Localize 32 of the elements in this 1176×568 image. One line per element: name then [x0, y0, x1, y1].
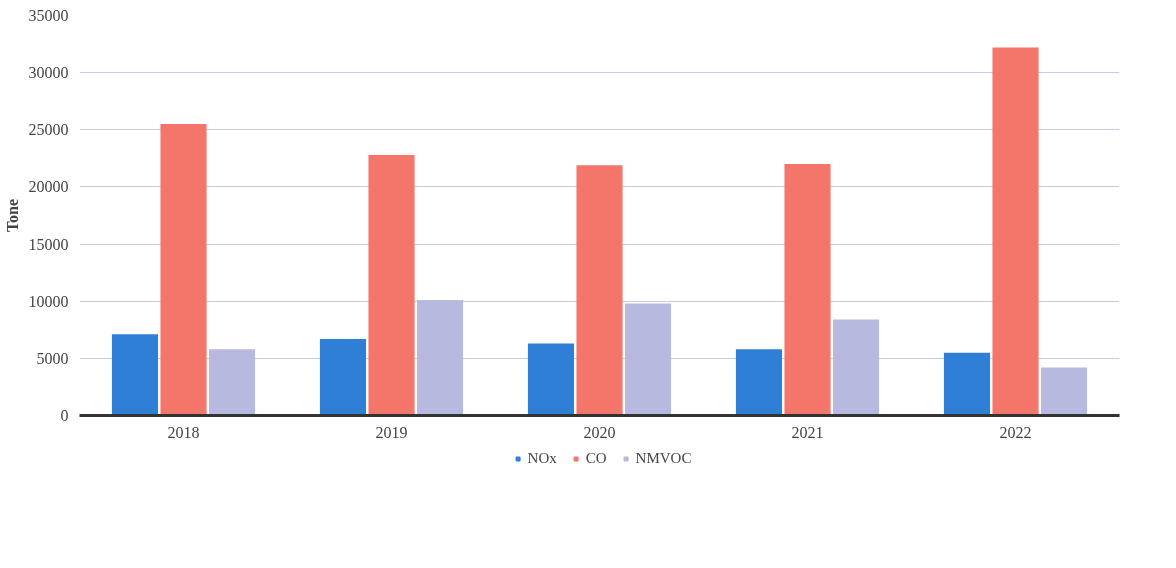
x-tick-label: 2019: [375, 423, 408, 441]
bar: [160, 124, 207, 416]
bar: [784, 164, 831, 416]
y-axis-title: Tone: [3, 198, 21, 233]
bar: [735, 349, 783, 416]
y-tick-label: 25000: [28, 121, 69, 139]
legend-label: NMVOC: [635, 449, 692, 467]
bar: [527, 343, 575, 416]
x-tick-label: 2021: [791, 423, 824, 441]
bar: [943, 352, 991, 416]
y-tick-label: 10000: [28, 292, 69, 310]
x-tick-label: 2022: [999, 423, 1032, 441]
bar: [832, 319, 880, 416]
bar: [576, 165, 623, 416]
bar: [208, 349, 256, 416]
y-tick-label: 20000: [28, 178, 69, 196]
y-tick-label: 5000: [36, 349, 69, 367]
y-tick-label: 15000: [28, 235, 69, 253]
bar: [368, 154, 415, 416]
y-tick-label: 30000: [28, 64, 69, 82]
y-tick-label: 0: [60, 407, 69, 424]
legend-label: CO: [585, 449, 607, 467]
bar: [992, 47, 1039, 416]
bar: [111, 334, 159, 416]
bar: [319, 338, 367, 416]
y-tick-label: 35000: [28, 7, 69, 24]
legend-label: NOx: [527, 449, 557, 467]
x-tick-label: 2020: [583, 423, 616, 441]
bar: [1040, 367, 1088, 416]
bar: [416, 300, 464, 416]
x-tick-label: 2018: [167, 423, 200, 441]
bar: [624, 303, 672, 416]
